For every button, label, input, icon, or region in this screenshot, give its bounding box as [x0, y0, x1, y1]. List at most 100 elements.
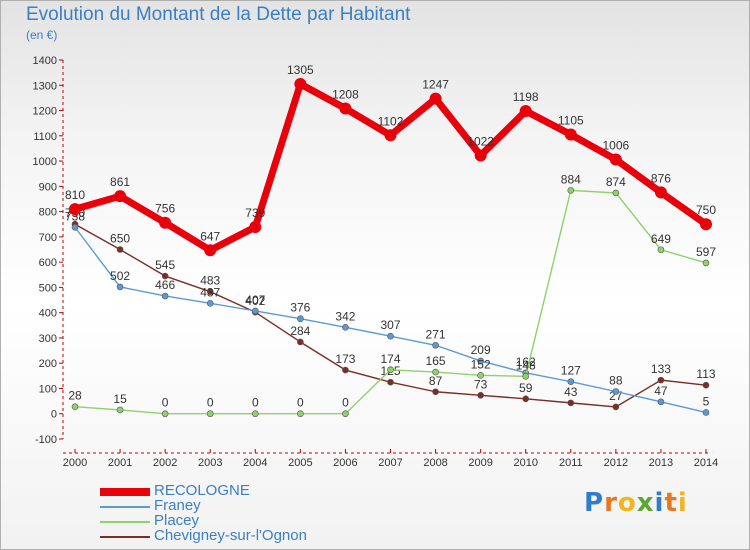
legend-label: Placey [154, 512, 200, 529]
data-label: 162 [516, 355, 536, 369]
data-label: 466 [155, 278, 175, 292]
data-point [294, 78, 307, 91]
data-label: 407 [245, 293, 265, 307]
chart-title: Evolution du Montant de la Dette par Hab… [26, 4, 411, 25]
data-label: 874 [606, 175, 626, 189]
data-label: 402 [245, 294, 265, 308]
data-label: 28 [68, 389, 82, 403]
data-point [477, 357, 484, 365]
data-point [69, 203, 81, 216]
data-point [161, 272, 169, 280]
data-point [384, 129, 397, 142]
data-point [342, 324, 349, 331]
data-label: 1198 [513, 90, 539, 104]
data-label: 133 [651, 362, 671, 376]
legend-label: Chevigney-sur-l'Ognon [154, 527, 307, 544]
data-label: 1006 [603, 139, 630, 153]
data-point [567, 187, 575, 194]
data-point [297, 410, 304, 418]
series-recologne: 810 861 756 647 739 1305 1208 1102 1247 1022 1198 1… [65, 63, 716, 257]
y-tick-label: 600 [39, 257, 57, 269]
data-point [206, 288, 214, 295]
legend-label: RECOLOGNE [154, 482, 250, 499]
data-point [432, 388, 439, 396]
x-tick-label: 2012 [604, 457, 628, 469]
x-tick-label: 2001 [108, 457, 132, 469]
y-tick-label: 1400 [33, 55, 57, 67]
data-point [657, 398, 665, 406]
data-label: 5 [703, 394, 710, 408]
data-point [654, 186, 667, 199]
data-label: 209 [471, 343, 491, 357]
data-label: 73 [474, 377, 488, 391]
data-label: 284 [290, 324, 310, 338]
y-tick-label: 700 [39, 232, 57, 244]
data-point [477, 391, 484, 399]
y-tick-label: 500 [39, 282, 57, 294]
x-tick-label: 2013 [649, 457, 673, 469]
data-point [339, 102, 352, 115]
data-point [297, 315, 304, 323]
y-tick-label: 1200 [33, 106, 57, 118]
data-label: 437 [200, 285, 220, 299]
data-label: 756 [155, 202, 175, 216]
logo-letter: r [604, 488, 618, 518]
x-tick-label: 2011 [559, 457, 583, 469]
data-point [612, 388, 620, 395]
data-label: 0 [297, 396, 304, 410]
data-point [116, 246, 124, 253]
data-point [519, 105, 532, 118]
y-tick-label: 1000 [33, 156, 57, 168]
data-point [432, 341, 439, 349]
data-label: 88 [609, 373, 623, 387]
data-label: 152 [471, 357, 491, 371]
logo-letter: P [584, 488, 605, 518]
data-label: 148 [516, 358, 536, 372]
data-point [702, 259, 710, 267]
data-point [567, 399, 575, 407]
data-label: 59 [519, 381, 533, 395]
proxiti-logo: Proxiti [584, 488, 688, 518]
data-point [432, 368, 439, 376]
data-point [657, 376, 665, 384]
data-point [522, 395, 530, 403]
data-point [161, 292, 169, 300]
data-label: 376 [290, 301, 310, 315]
data-label: 342 [335, 309, 355, 323]
data-label: 1208 [332, 88, 359, 102]
data-point [71, 403, 79, 410]
data-point [612, 189, 620, 197]
series-placey: 28 15 0 0 0 0 0 174 165 152 148 884 874 649 597 [68, 172, 716, 418]
legend-swatch [100, 505, 150, 508]
data-label: 43 [564, 385, 578, 399]
data-point [387, 366, 394, 374]
data-label: 1247 [422, 78, 449, 92]
y-tick-label: 1300 [33, 80, 57, 92]
data-point [342, 366, 349, 374]
data-label: 647 [200, 229, 220, 243]
y-tick-label: 200 [39, 358, 57, 370]
x-tick-label: 2004 [243, 457, 267, 469]
data-label: 307 [380, 318, 400, 332]
data-label: 597 [696, 245, 716, 259]
data-label: 884 [561, 172, 581, 186]
data-label: 750 [696, 203, 716, 217]
data-label: 739 [245, 206, 265, 220]
data-point [204, 244, 217, 257]
data-label: 271 [426, 327, 446, 341]
y-tick-label: 1100 [33, 131, 57, 143]
data-point [657, 246, 665, 254]
data-label: 0 [252, 396, 259, 410]
x-tick-label: 2006 [333, 457, 357, 469]
data-point [116, 406, 124, 414]
y-tick-label: 300 [39, 333, 57, 345]
y-tick-label: -100 [35, 434, 57, 446]
data-point [251, 410, 259, 418]
data-label: 165 [426, 354, 446, 368]
logo-letter: o [617, 488, 637, 518]
data-label: 483 [200, 274, 220, 288]
data-label: 0 [342, 396, 349, 410]
legend-swatch [100, 535, 150, 538]
data-point [206, 300, 214, 307]
